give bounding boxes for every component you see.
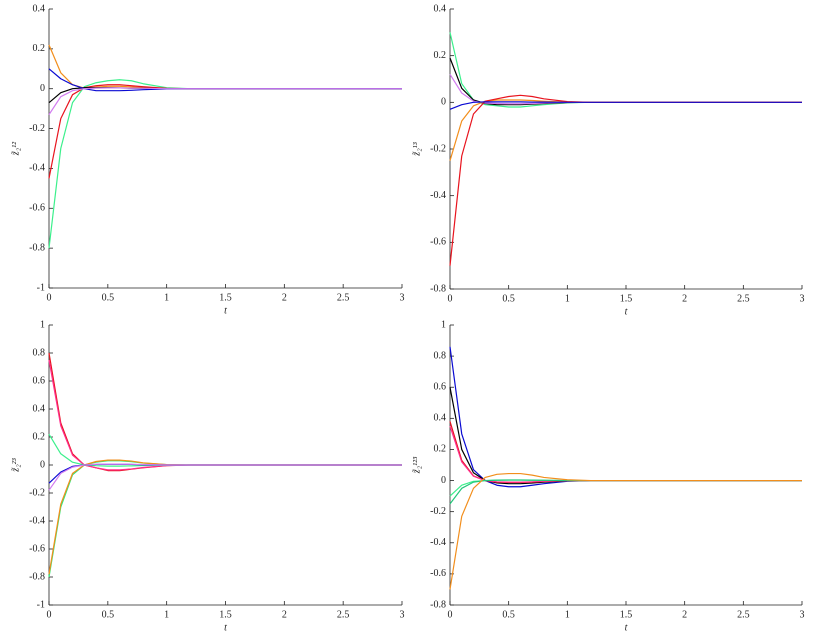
y-tick-label: 0.6 [434, 382, 447, 393]
y-tick-label: 0.4 [434, 413, 447, 424]
x-axis-label: t [625, 622, 628, 633]
y-tick-label: -0.8 [430, 599, 446, 610]
y-tick-label: -0.6 [29, 543, 45, 554]
y-tick-label: -0.4 [29, 163, 45, 174]
x-tick-label: 2 [282, 609, 287, 620]
x-tick-label: 2 [682, 293, 687, 304]
x-tick-label: 0.5 [502, 609, 515, 620]
series-line [48, 463, 402, 491]
series-line [449, 94, 802, 266]
series-line [48, 87, 402, 104]
series-line [449, 74, 802, 105]
y-tick-label: -0.6 [29, 203, 45, 214]
series-line [48, 352, 402, 472]
x-tick-label: 0.5 [502, 293, 515, 304]
x-tick-label: 3 [400, 292, 405, 303]
series-line [449, 32, 802, 108]
x-tick-label: 2 [682, 609, 687, 620]
series-line [48, 463, 402, 484]
subplot: -0.8 -0.6 -0.4 -0.2 0 0.2 0.4 0 0.5 1 1.5 2 2.5 3 t z̃₂… [411, 3, 804, 317]
x-tick-label: 2 [282, 292, 287, 303]
subplot: -0.8 -0.6 -0.4 -0.2 0 0.2 0.4 0.6 0.8 1 0 0.5 1 1.5 2 2… [411, 319, 804, 633]
x-tick-label: 1.5 [620, 293, 633, 304]
x-tick-label: 1 [565, 293, 570, 304]
x-tick-label: 2.5 [737, 293, 750, 304]
x-tick-label: 0 [448, 293, 453, 304]
y-tick-label: 1 [441, 319, 446, 330]
series-line [449, 387, 802, 485]
x-tick-label: 1.5 [620, 609, 633, 620]
series-line [48, 84, 402, 179]
y-tick-label: 1 [40, 319, 45, 330]
y-tick-label: -0.4 [430, 190, 446, 201]
y-tick-label: 0.2 [33, 43, 46, 54]
x-tick-label: 3 [800, 293, 805, 304]
series-line [449, 472, 802, 590]
y-tick-label: -1 [37, 599, 45, 610]
y-tick-label: -0.4 [29, 515, 45, 526]
series-line [449, 346, 802, 488]
x-tick-label: 1 [164, 609, 169, 620]
x-tick-label: 1 [164, 292, 169, 303]
series-line [48, 79, 402, 249]
x-tick-label: 2.5 [337, 609, 350, 620]
y-tick-label: -0.2 [430, 143, 446, 154]
y-axis-label: z̃₂¹²³ [411, 456, 422, 474]
series-line [48, 460, 402, 578]
x-axis-label: t [224, 305, 227, 316]
y-tick-label: 0 [441, 475, 446, 486]
x-tick-label: 2.5 [337, 292, 350, 303]
subplot: -1 -0.8 -0.6 -0.4 -0.2 0 0.2 0.4 0 0.5 1 1.5 2 2.5 3 t z… [10, 3, 404, 316]
y-tick-label: 0.2 [434, 444, 447, 455]
y-tick-label: -0.6 [430, 237, 446, 248]
x-tick-label: 1 [565, 609, 570, 620]
series-line [48, 87, 402, 115]
x-axis-label: t [625, 306, 628, 317]
y-tick-label: -0.2 [29, 487, 45, 498]
y-tick-label: -1 [37, 282, 45, 293]
y-tick-label: -0.8 [430, 283, 446, 294]
y-tick-label: 0 [40, 459, 45, 470]
x-tick-label: 3 [800, 609, 805, 620]
y-tick-label: 0.4 [434, 3, 447, 14]
series-line [449, 99, 802, 161]
y-tick-label: 0 [40, 83, 45, 94]
y-tick-label: -0.2 [29, 123, 45, 134]
y-tick-label: 0 [441, 97, 446, 108]
y-tick-label: 0.8 [33, 347, 46, 358]
y-axis-label: z̃₂¹² [10, 141, 21, 156]
y-tick-label: -0.6 [430, 568, 446, 579]
x-tick-label: 1.5 [219, 609, 232, 620]
x-tick-label: 3 [400, 609, 405, 620]
y-tick-label: 0.2 [434, 50, 447, 61]
y-axis-label: z̃₂²³ [10, 457, 21, 472]
x-tick-label: 0 [47, 609, 52, 620]
x-tick-label: 0 [47, 292, 52, 303]
x-tick-label: 0.5 [102, 292, 115, 303]
series-line [449, 421, 802, 484]
x-tick-label: 0 [448, 609, 453, 620]
series-line [48, 359, 402, 471]
y-tick-label: -0.8 [29, 242, 45, 253]
x-tick-label: 1.5 [219, 292, 232, 303]
x-tick-label: 2.5 [737, 609, 750, 620]
x-axis-label: t [224, 622, 227, 633]
y-tick-label: -0.2 [430, 506, 446, 517]
series-line [48, 459, 402, 575]
y-tick-label: 0.8 [434, 350, 447, 361]
x-tick-label: 0.5 [102, 609, 115, 620]
y-tick-label: 0.4 [33, 3, 46, 14]
y-tick-label: 0.6 [33, 375, 46, 386]
y-tick-label: 0.2 [33, 431, 46, 442]
y-tick-label: -0.4 [430, 537, 446, 548]
subplot: -1 -0.8 -0.6 -0.4 -0.2 0 0.2 0.4 0.6 0.8 1 0 0.5 1 1.5… [10, 319, 404, 633]
y-axis-label: z̃₂¹³ [411, 141, 422, 156]
y-tick-label: 0.4 [33, 403, 46, 414]
series-line [449, 101, 802, 110]
y-tick-label: -0.8 [29, 571, 45, 582]
